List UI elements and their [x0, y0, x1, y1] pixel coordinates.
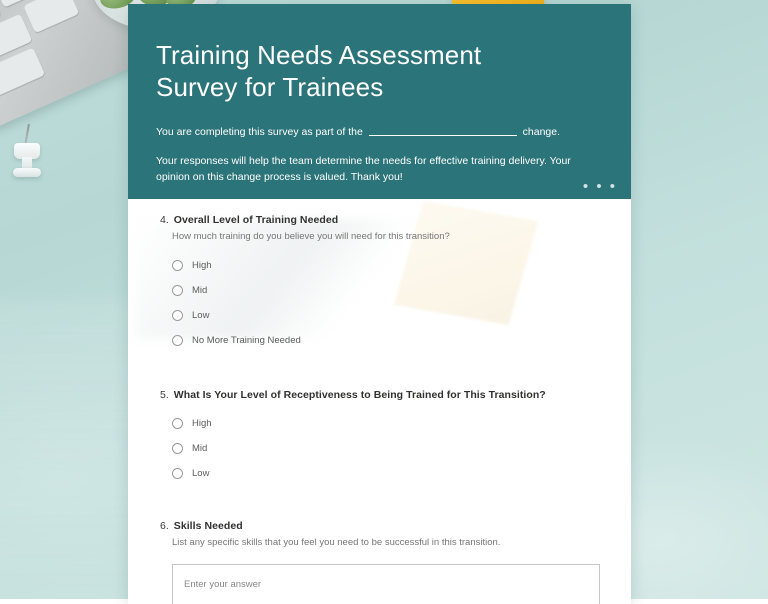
more-options-icon[interactable]: • • • — [582, 178, 617, 195]
push-pin-head — [14, 143, 40, 159]
radio-icon[interactable] — [172, 468, 183, 480]
question-5-number: 5. — [160, 389, 169, 402]
question-6-number: 6. — [160, 520, 169, 533]
option-low[interactable]: Low — [172, 461, 605, 486]
option-label: Low — [192, 310, 210, 322]
option-label: High — [192, 418, 212, 430]
keyboard-key — [0, 47, 46, 101]
section-spacer — [128, 353, 631, 384]
form-intro-prefix: You are completing this survey as part o… — [156, 126, 363, 139]
radio-icon[interactable] — [172, 285, 183, 297]
option-high[interactable]: High — [172, 411, 605, 436]
form-intro-line: You are completing this survey as part o… — [156, 125, 603, 141]
option-high[interactable]: High — [172, 253, 605, 278]
option-mid[interactable]: Mid — [172, 436, 605, 461]
question-block-4: 4. Overall Level of Training Needed How … — [128, 209, 631, 353]
option-no-more-training-needed[interactable]: No More Training Needed — [172, 328, 605, 353]
section-spacer — [128, 486, 631, 515]
form-body: 4. Overall Level of Training Needed How … — [128, 199, 631, 604]
question-4-subtitle: How much training do you believe you wil… — [172, 231, 450, 242]
push-pin-base — [13, 168, 41, 177]
keyboard-key — [23, 0, 80, 34]
option-label: Mid — [192, 443, 208, 455]
question-4-options: High Mid Low No More Training Needed — [172, 253, 605, 353]
form-header: Training Needs Assessment Survey for Tra… — [128, 4, 631, 199]
form-description: Your responses will help the team determ… — [156, 155, 571, 184]
survey-form-card: Training Needs Assessment Survey for Tra… — [128, 4, 631, 604]
radio-icon[interactable] — [172, 418, 183, 430]
option-label: Mid — [192, 285, 208, 297]
question-block-6: 6. Skills Needed List any specific skill… — [128, 515, 631, 604]
question-4-title-row: 4. Overall Level of Training Needed — [160, 214, 605, 226]
radio-icon[interactable] — [172, 310, 183, 322]
radio-icon[interactable] — [172, 335, 183, 347]
question-4-title: Overall Level of Training Needed — [173, 214, 339, 226]
option-label: High — [192, 260, 212, 272]
form-intro-suffix: change. — [522, 126, 561, 139]
fill-in-blank — [368, 126, 517, 137]
question-6-title: Skills Needed — [173, 520, 243, 533]
answer-placeholder: Enter your answer — [184, 578, 262, 590]
skills-answer-input[interactable]: Enter your answer — [172, 563, 600, 604]
page-title: Training Needs Assessment Survey for Tra… — [156, 40, 482, 102]
question-block-5: 5. What Is Your Level of Receptiveness t… — [128, 384, 631, 486]
question-4-number: 4. — [160, 214, 169, 226]
question-5-title: What Is Your Level of Receptiveness to B… — [173, 389, 546, 402]
option-label: Low — [192, 468, 210, 480]
question-6-title-row: 6. Skills Needed — [160, 520, 605, 532]
option-low[interactable]: Low — [172, 303, 605, 328]
question-6-subtitle: List any specific skills that you feel y… — [172, 537, 501, 549]
push-pin-stem — [22, 157, 32, 171]
question-5-options: High Mid Low — [172, 411, 605, 486]
question-5-title-row: 5. What Is Your Level of Receptiveness t… — [160, 389, 605, 401]
option-label: No More Training Needed — [192, 335, 301, 347]
option-mid[interactable]: Mid — [172, 278, 605, 303]
radio-icon[interactable] — [172, 260, 183, 272]
radio-icon[interactable] — [172, 443, 183, 455]
